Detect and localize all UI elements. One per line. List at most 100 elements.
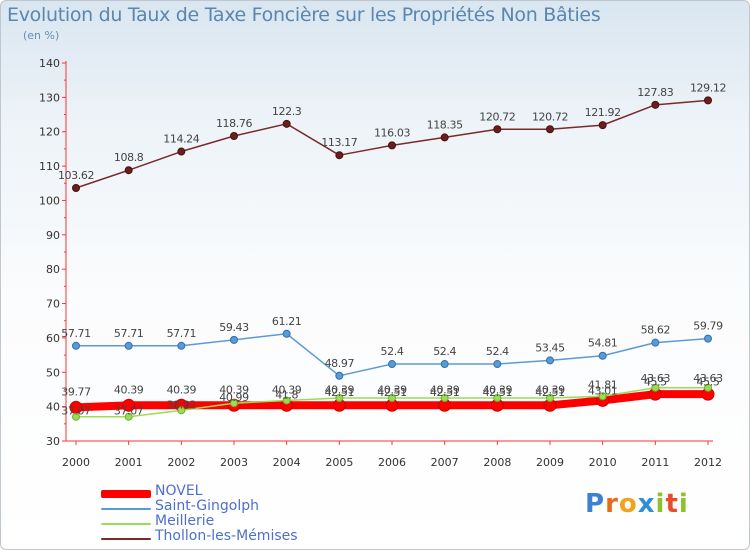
data-label-thollon-les-m-mises: 120.72 [532,110,568,123]
data-label-novel: 40.39 [272,383,302,396]
data-label-saint-gingolph: 53.45 [535,341,565,354]
y-tick-label: 30 [46,435,60,448]
data-point-thollon-les-m-mises [440,133,449,142]
data-point-thollon-les-m-mises [124,166,133,175]
data-point-thollon-les-m-mises [598,121,607,130]
x-tick-label: 2006 [378,456,406,469]
data-point-meillerie [72,412,80,421]
data-label-saint-gingolph: 59.79 [693,320,723,333]
data-label-meillerie: 42.51 [377,386,407,399]
data-point-thollon-les-m-mises [335,151,344,160]
data-label-novel: 40.39 [114,383,144,396]
data-point-thollon-les-m-mises [388,141,396,150]
data-point-thollon-les-m-mises [704,96,712,105]
data-label-novel: 43.63 [693,372,723,385]
y-tick-label: 40 [46,401,60,414]
x-tick-label: 2008 [483,456,511,469]
data-point-saint-gingolph [704,334,712,343]
y-tick-label: 80 [46,263,60,276]
data-label-meillerie: 41.8 [275,388,298,401]
data-point-saint-gingolph [124,341,133,350]
data-label-meillerie: 45.5 [644,376,667,389]
data-point-thollon-les-m-mises [72,184,80,193]
data-label-meillerie: 42.51 [325,386,355,399]
x-tick-label: 2011 [641,456,669,469]
data-label-novel: 40.39 [430,383,460,396]
data-label-novel: 43.63 [641,372,671,385]
data-label-saint-gingolph: 57.71 [61,327,91,340]
data-label-thollon-les-m-mises: 127.83 [637,86,673,99]
data-label-meillerie: 42.51 [535,386,565,399]
data-label-thollon-les-m-mises: 118.76 [216,117,252,130]
legend-label: NOVEL [155,483,203,499]
data-point-meillerie [230,399,238,408]
data-label-novel: 40.39 [483,383,513,396]
data-point-saint-gingolph [493,360,502,369]
data-label-saint-gingolph: 54.81 [588,337,618,350]
data-label-meillerie: 43.01 [588,384,618,397]
data-point-saint-gingolph [177,341,186,350]
data-label-saint-gingolph: 57.71 [167,327,197,340]
data-point-meillerie [704,383,712,392]
data-label-thollon-les-m-mises: 129.12 [690,81,726,94]
x-tick-label: 2000 [62,456,90,469]
data-point-meillerie [440,394,449,403]
y-tick-label: 110 [39,160,60,173]
chart-unit-label: (en %) [23,29,60,42]
y-tick-label: 60 [46,332,60,345]
data-point-thollon-les-m-mises [230,131,238,140]
data-label-novel: 40.39 [535,383,565,396]
data-label-saint-gingolph: 57.71 [114,327,144,340]
data-point-thollon-les-m-mises [282,119,291,128]
data-label-thollon-les-m-mises: 114.24 [163,133,199,146]
data-label-saint-gingolph: 58.62 [641,324,671,337]
data-label-thollon-les-m-mises: 108.8 [114,151,144,164]
data-label-thollon-les-m-mises: 120.72 [479,110,515,123]
data-label-thollon-les-m-mises: 122.3 [272,105,302,118]
data-point-meillerie [177,406,186,415]
y-tick-label: 70 [46,298,60,311]
data-point-meillerie [335,394,344,403]
legend-label: Meillerie [155,513,215,529]
legend-swatch [101,508,151,510]
y-tick-label: 130 [39,91,60,104]
legend-swatch [101,523,151,525]
x-tick-label: 2007 [431,456,459,469]
data-label-saint-gingolph: 48.97 [325,357,355,370]
y-tick-label: 120 [39,126,60,139]
data-point-thollon-les-m-mises [493,125,502,134]
x-tick-label: 2010 [589,456,617,469]
x-tick-label: 2005 [325,456,353,469]
y-tick-label: 50 [46,366,60,379]
legend-swatch [101,490,151,498]
legend-label: Saint-Gingolph [155,498,259,514]
data-label-saint-gingolph: 59.43 [219,321,249,334]
data-point-saint-gingolph [282,329,291,338]
y-tick-label: 100 [39,194,60,207]
data-label-novel: 39.77 [61,385,91,398]
data-label-thollon-les-m-mises: 113.17 [321,136,357,149]
x-tick-label: 2003 [220,456,248,469]
data-point-meillerie [598,392,607,401]
data-point-meillerie [651,383,660,392]
data-label-thollon-les-m-mises: 116.03 [374,126,410,139]
data-label-novel: 40.39 [377,383,407,396]
x-tick-label: 2002 [167,456,195,469]
data-point-saint-gingolph [440,360,449,369]
data-label-saint-gingolph: 52.4 [381,345,404,358]
data-label-saint-gingolph: 52.4 [433,345,456,358]
legend-label: Thollon-les-Mémises [155,528,298,544]
data-label-meillerie: 42.51 [483,386,513,399]
data-point-novel [122,398,136,412]
data-label-meillerie: 42.51 [430,386,460,399]
data-point-saint-gingolph [72,341,80,350]
legend-swatch [101,538,151,540]
y-tick-label: 140 [39,57,60,70]
data-label-novel: 41.81 [588,378,618,391]
legend: NOVEL Saint-Gingolph Meillerie Thollon-les-… [101,483,361,546]
data-label-meillerie: 40.99 [219,391,249,404]
x-tick-label: 2009 [536,456,564,469]
data-label-saint-gingolph: 52.4 [486,345,509,358]
data-point-meillerie [388,394,396,403]
